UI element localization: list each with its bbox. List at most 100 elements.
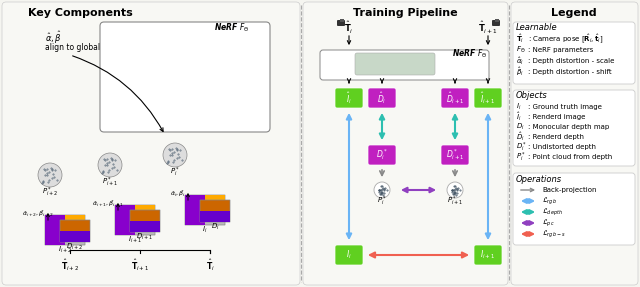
Text: $F_\Theta$: $F_\Theta$ — [516, 45, 525, 55]
Text: $\hat{\beta}_i$: $\hat{\beta}_i$ — [516, 66, 524, 78]
Text: Legend: Legend — [551, 8, 597, 18]
Text: $P_{i+1}^*$: $P_{i+1}^*$ — [447, 194, 463, 208]
Text: $\hat{D}_i$: $\hat{D}_i$ — [516, 131, 525, 143]
Text: Operations: Operations — [516, 174, 562, 183]
Text: $P_i^*$: $P_i^*$ — [170, 165, 180, 179]
Text: : Depth distortion - shift: : Depth distortion - shift — [528, 69, 612, 75]
FancyBboxPatch shape — [441, 88, 469, 108]
FancyArrowPatch shape — [403, 188, 434, 192]
Text: $D_i$: $D_i$ — [211, 222, 220, 232]
FancyBboxPatch shape — [200, 211, 230, 222]
FancyBboxPatch shape — [368, 145, 396, 165]
FancyBboxPatch shape — [511, 2, 638, 285]
FancyBboxPatch shape — [441, 145, 469, 165]
Text: $I_i$: $I_i$ — [202, 225, 208, 235]
FancyBboxPatch shape — [355, 53, 435, 75]
FancyBboxPatch shape — [100, 22, 270, 132]
Text: $\hat{I}_{i+1}$: $\hat{I}_{i+1}$ — [481, 90, 495, 106]
FancyBboxPatch shape — [340, 19, 344, 22]
Text: $I_{i+1}$: $I_{i+1}$ — [128, 235, 142, 245]
Circle shape — [447, 182, 463, 198]
Text: $I_{i+2}$: $I_{i+2}$ — [58, 245, 72, 255]
FancyBboxPatch shape — [513, 22, 635, 84]
Text: Learnable: Learnable — [516, 24, 557, 32]
FancyBboxPatch shape — [185, 195, 225, 225]
FancyBboxPatch shape — [60, 220, 90, 242]
Text: $\hat{I}_i$: $\hat{I}_i$ — [346, 90, 352, 106]
Text: $I_i$: $I_i$ — [346, 249, 352, 261]
Text: $\hat{\mathbf{T}}_i$: $\hat{\mathbf{T}}_i$ — [344, 20, 354, 36]
Text: $\hat{\mathbf{T}}_i$: $\hat{\mathbf{T}}_i$ — [516, 33, 524, 45]
FancyArrowPatch shape — [370, 253, 467, 257]
FancyBboxPatch shape — [303, 2, 508, 285]
FancyArrowPatch shape — [486, 115, 490, 238]
FancyBboxPatch shape — [115, 205, 155, 235]
FancyArrowPatch shape — [523, 221, 533, 225]
FancyBboxPatch shape — [115, 205, 135, 235]
Text: $\hat{\alpha}_{i+2}, \hat{\beta}_{i+2}$: $\hat{\alpha}_{i+2}, \hat{\beta}_{i+2}$ — [22, 209, 54, 219]
FancyBboxPatch shape — [65, 215, 85, 230]
Text: $\mathcal{L}_{pc}$: $\mathcal{L}_{pc}$ — [542, 217, 555, 229]
Text: $D_{i+2}$: $D_{i+2}$ — [67, 242, 84, 252]
FancyArrowPatch shape — [523, 210, 533, 214]
Text: $P_{i+2}^*$: $P_{i+2}^*$ — [42, 185, 58, 199]
Text: $\hat{\mathbf{T}}_{i+1}$: $\hat{\mathbf{T}}_{i+1}$ — [131, 257, 149, 273]
FancyBboxPatch shape — [513, 90, 635, 166]
Text: Training Pipeline: Training Pipeline — [353, 8, 458, 18]
Text: align to global: align to global — [45, 42, 100, 51]
FancyBboxPatch shape — [135, 205, 155, 220]
Text: $\hat{\alpha}_i, \hat{\beta}_i$: $\hat{\alpha}_i, \hat{\beta}_i$ — [170, 189, 186, 199]
FancyBboxPatch shape — [335, 88, 363, 108]
FancyBboxPatch shape — [60, 231, 90, 242]
FancyBboxPatch shape — [474, 88, 502, 108]
Text: : Renderd depth: : Renderd depth — [528, 134, 584, 140]
Text: NeRF $F_\Theta$: NeRF $F_\Theta$ — [452, 48, 488, 60]
Text: $\hat{I}_i$: $\hat{I}_i$ — [516, 111, 522, 123]
Text: $I_i$: $I_i$ — [516, 102, 522, 112]
Text: : Renderd image: : Renderd image — [528, 114, 586, 120]
FancyBboxPatch shape — [45, 215, 65, 245]
Text: $\hat{\mathbf{T}}_{i+2}$: $\hat{\mathbf{T}}_{i+2}$ — [61, 257, 79, 273]
Text: : Monocular depth map: : Monocular depth map — [528, 124, 609, 130]
Text: : Camera pose $[\hat{\mathbf{R}}_i, \hat{\mathbf{t}}_i]$: : Camera pose $[\hat{\mathbf{R}}_i, \hat… — [528, 32, 604, 45]
Text: $D_i^*$: $D_i^*$ — [516, 140, 527, 154]
Circle shape — [374, 182, 390, 198]
FancyArrowPatch shape — [380, 115, 384, 138]
Text: : Point cloud from depth: : Point cloud from depth — [528, 154, 612, 160]
FancyArrowPatch shape — [523, 199, 533, 203]
FancyBboxPatch shape — [130, 221, 160, 232]
Text: $D_i$: $D_i$ — [516, 122, 525, 132]
FancyBboxPatch shape — [368, 88, 396, 108]
FancyBboxPatch shape — [320, 50, 489, 80]
FancyBboxPatch shape — [492, 20, 500, 26]
Text: $\hat{\alpha}_i$: $\hat{\alpha}_i$ — [516, 55, 524, 67]
Text: $I_{i+1}$: $I_{i+1}$ — [481, 249, 495, 261]
Circle shape — [98, 153, 122, 177]
FancyBboxPatch shape — [2, 2, 300, 285]
Text: $\hat{\mathbf{T}}_{i+1}$: $\hat{\mathbf{T}}_{i+1}$ — [478, 20, 498, 36]
FancyBboxPatch shape — [474, 245, 502, 265]
FancyBboxPatch shape — [495, 19, 499, 22]
Circle shape — [163, 143, 187, 167]
Text: $P_{i+1}^*$: $P_{i+1}^*$ — [102, 175, 118, 189]
FancyArrowPatch shape — [452, 115, 457, 138]
FancyBboxPatch shape — [513, 173, 635, 245]
Text: $\mathcal{L}_{rgb}$: $\mathcal{L}_{rgb}$ — [542, 195, 557, 207]
Text: $P_i^*$: $P_i^*$ — [516, 150, 526, 164]
Text: Back-projection: Back-projection — [542, 187, 596, 193]
Text: $\hat{\mathbf{T}}_i$: $\hat{\mathbf{T}}_i$ — [205, 257, 214, 273]
Text: : Ground truth image: : Ground truth image — [528, 104, 602, 110]
FancyBboxPatch shape — [200, 200, 230, 222]
Text: : NeRF parameters: : NeRF parameters — [528, 47, 593, 53]
FancyBboxPatch shape — [45, 215, 85, 245]
Text: Objects: Objects — [516, 92, 548, 100]
Text: $\mathcal{L}_{depth}$: $\mathcal{L}_{depth}$ — [542, 206, 563, 218]
FancyBboxPatch shape — [205, 195, 225, 210]
FancyArrowPatch shape — [347, 115, 351, 238]
Circle shape — [38, 163, 62, 187]
Text: $D_i^*$: $D_i^*$ — [376, 148, 388, 162]
FancyBboxPatch shape — [185, 195, 205, 225]
Text: $D_{i+1}$: $D_{i+1}$ — [136, 232, 154, 242]
FancyArrowPatch shape — [523, 232, 533, 236]
Text: $D_{i+1}^*$: $D_{i+1}^*$ — [445, 148, 465, 162]
